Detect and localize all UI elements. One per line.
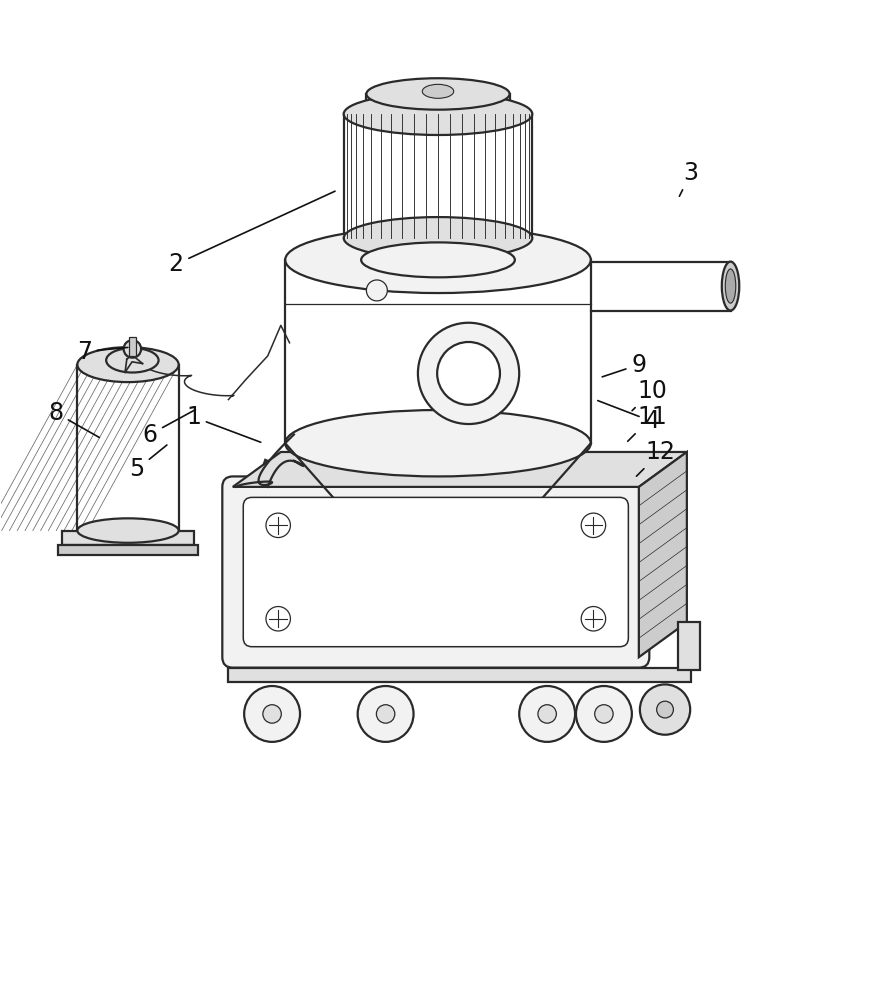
Ellipse shape — [385, 545, 491, 569]
Circle shape — [418, 323, 519, 424]
Text: 3: 3 — [680, 161, 699, 196]
Polygon shape — [233, 452, 687, 487]
Bar — [77, 365, 179, 531]
FancyBboxPatch shape — [223, 476, 649, 668]
Ellipse shape — [422, 84, 454, 98]
Ellipse shape — [286, 410, 590, 476]
Ellipse shape — [366, 78, 510, 110]
Ellipse shape — [106, 348, 159, 373]
Circle shape — [244, 686, 300, 742]
Circle shape — [519, 686, 576, 742]
Ellipse shape — [722, 262, 739, 311]
Circle shape — [124, 340, 141, 358]
Text: 4: 4 — [597, 401, 660, 433]
Text: 8: 8 — [48, 401, 99, 438]
Ellipse shape — [77, 347, 179, 382]
Polygon shape — [639, 452, 687, 657]
Ellipse shape — [343, 93, 533, 135]
Bar — [58, 545, 198, 555]
Bar — [61, 531, 194, 545]
FancyBboxPatch shape — [244, 497, 628, 647]
Bar — [229, 668, 691, 682]
Circle shape — [263, 705, 281, 723]
Text: 10: 10 — [632, 379, 667, 411]
Circle shape — [266, 607, 291, 631]
Ellipse shape — [361, 221, 515, 255]
Circle shape — [366, 280, 387, 301]
Text: 9: 9 — [602, 353, 646, 377]
Circle shape — [357, 686, 413, 742]
Circle shape — [581, 607, 605, 631]
Circle shape — [639, 684, 690, 735]
Circle shape — [576, 686, 632, 742]
Circle shape — [538, 705, 556, 723]
Circle shape — [595, 705, 613, 723]
Ellipse shape — [77, 518, 179, 543]
Text: 5: 5 — [129, 445, 167, 481]
Ellipse shape — [366, 96, 510, 127]
Ellipse shape — [361, 242, 515, 277]
Text: 2: 2 — [168, 191, 335, 276]
Text: 12: 12 — [637, 440, 675, 476]
Circle shape — [266, 513, 291, 538]
Bar — [678, 622, 700, 670]
Text: 6: 6 — [142, 410, 195, 447]
Circle shape — [657, 701, 674, 718]
Ellipse shape — [343, 217, 533, 259]
Bar — [129, 337, 136, 356]
Ellipse shape — [286, 227, 590, 293]
Text: 1: 1 — [186, 405, 261, 442]
Circle shape — [437, 342, 500, 405]
Ellipse shape — [725, 269, 736, 303]
Circle shape — [377, 705, 395, 723]
Circle shape — [581, 513, 605, 538]
Text: 11: 11 — [628, 405, 667, 441]
Text: 7: 7 — [77, 340, 128, 364]
Polygon shape — [286, 443, 590, 557]
Polygon shape — [244, 460, 418, 563]
